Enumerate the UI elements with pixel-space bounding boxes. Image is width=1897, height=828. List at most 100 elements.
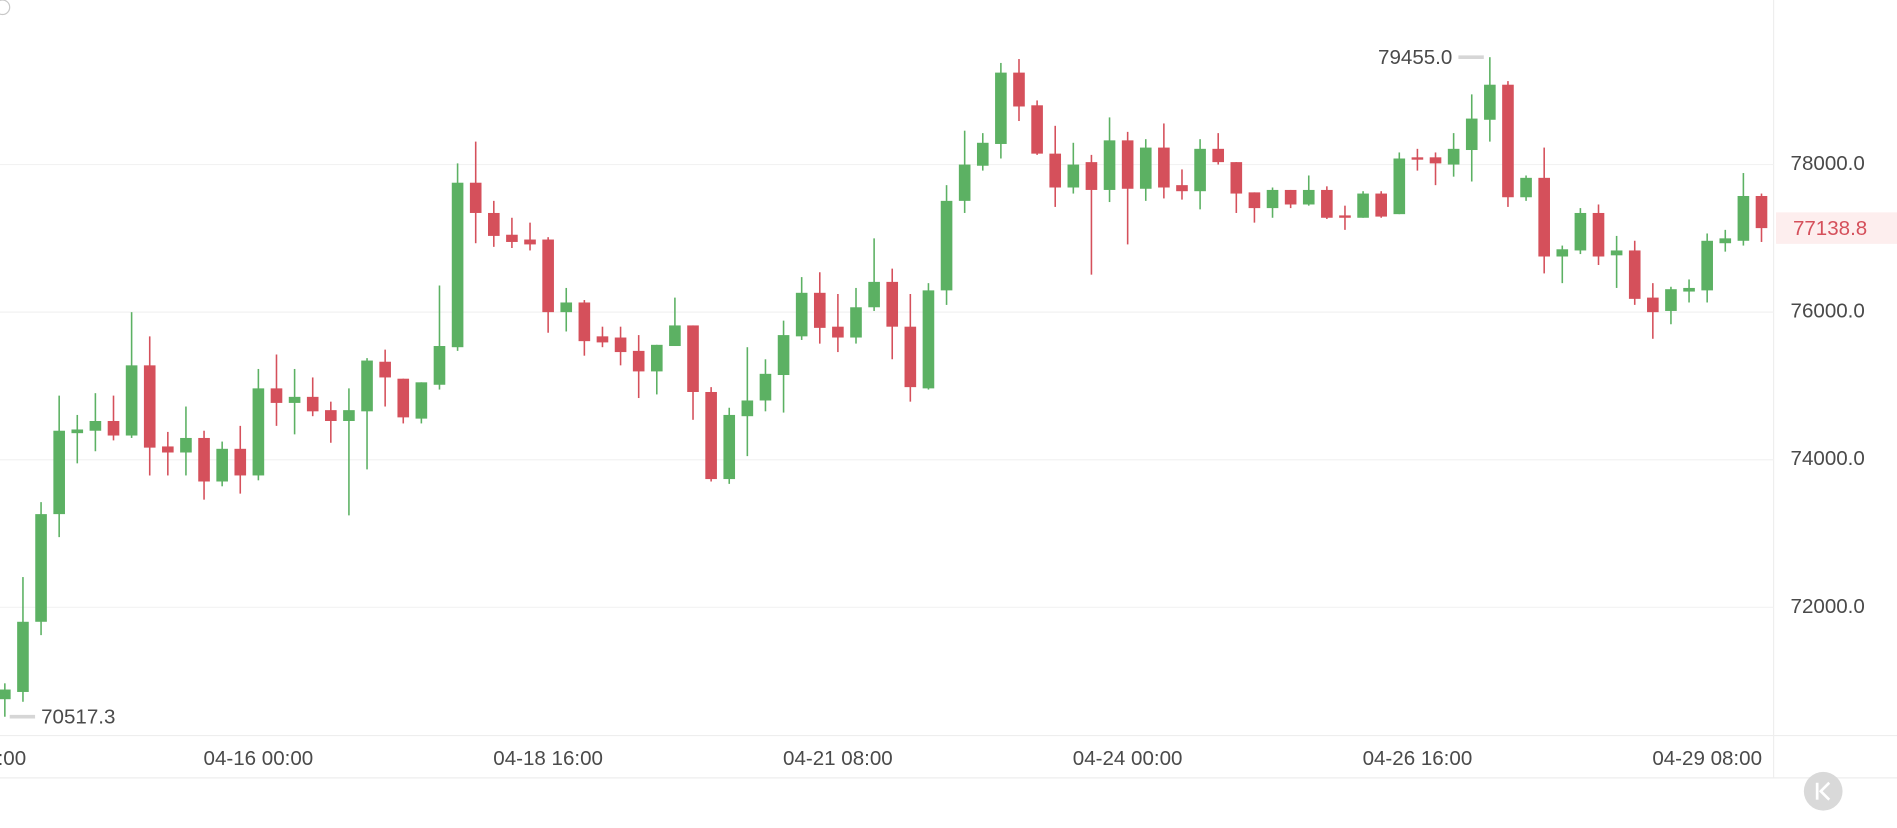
candle-body — [886, 281, 899, 327]
candle-body — [1375, 193, 1387, 217]
candle-body — [469, 182, 482, 213]
candle-body — [813, 292, 826, 328]
candle-body — [71, 429, 84, 434]
candle-body — [777, 335, 790, 376]
candle-body — [922, 290, 935, 389]
candle-body — [180, 437, 192, 453]
candle-body — [1683, 287, 1695, 292]
candle-body — [723, 414, 736, 480]
candle-body — [1393, 158, 1406, 215]
button-icon — [1818, 781, 1831, 801]
x-tick-label: 04-21 08:00 — [783, 747, 893, 770]
candle-body — [596, 336, 609, 343]
candle-body — [1212, 148, 1225, 163]
candle-body — [1067, 164, 1080, 188]
y-tick-label: 74000.0 — [1791, 447, 1865, 470]
candle-body — [632, 350, 645, 372]
candle-body — [1031, 105, 1043, 154]
candle-body — [1592, 212, 1605, 257]
candle-body — [0, 689, 11, 700]
candle-body — [306, 396, 319, 412]
candle-body — [832, 326, 844, 338]
candle-body — [1520, 177, 1532, 198]
candle-body — [1502, 84, 1514, 198]
button-bg[interactable] — [1803, 771, 1843, 811]
candle-body — [198, 437, 210, 482]
candle-body — [1176, 185, 1188, 192]
candle-body — [1647, 297, 1659, 313]
candle-body — [1628, 250, 1641, 299]
candle-body — [270, 388, 283, 403]
x-tick-label: 04-18 16:00 — [493, 747, 603, 770]
candle-body — [252, 388, 265, 476]
candle-body — [976, 142, 989, 166]
candle-body — [1484, 84, 1496, 120]
candle-body — [17, 621, 29, 692]
candle-body — [940, 200, 953, 291]
candle-body — [560, 302, 573, 313]
candle-body — [1574, 212, 1587, 251]
candle-body — [397, 378, 410, 418]
candle-body — [759, 373, 772, 401]
x-tick-label: 04-16 00:00 — [204, 747, 314, 770]
candle-body — [614, 337, 627, 353]
candle-body — [1230, 162, 1243, 194]
candle-body — [1321, 189, 1333, 218]
candle-body — [1339, 215, 1351, 218]
y-tick-label: 76000.0 — [1791, 300, 1865, 323]
candle-body — [578, 302, 591, 342]
candle-body — [795, 292, 808, 337]
candle-body — [1411, 157, 1424, 160]
candle-body — [1610, 250, 1623, 256]
candle-body — [506, 234, 518, 242]
candle-body — [1737, 195, 1750, 241]
candle-body — [1103, 140, 1116, 190]
candle-body — [904, 326, 917, 388]
candle-body — [1013, 72, 1025, 107]
candle-body — [35, 514, 47, 622]
candle-body — [1085, 162, 1098, 190]
candle-body — [361, 360, 373, 412]
scroll-latest-button[interactable] — [1803, 771, 1843, 811]
candle-body — [143, 365, 156, 448]
candle-body — [1284, 189, 1297, 205]
x-tick-label: 04-24 00:00 — [1073, 747, 1183, 770]
candle-body — [1158, 147, 1170, 188]
min-label: 70517.3 — [41, 705, 115, 728]
status-icon — [0, 0, 11, 16]
candle-body — [1556, 249, 1569, 257]
candle-body — [669, 325, 681, 347]
candle-body — [288, 396, 301, 403]
candle-body — [379, 361, 391, 378]
candle-body — [125, 365, 138, 436]
candle-body — [524, 239, 536, 245]
candle-body — [1194, 148, 1206, 192]
candle-body — [650, 344, 663, 372]
candle-body — [1719, 238, 1732, 244]
candle-body — [415, 382, 428, 419]
candle-body — [1049, 153, 1062, 188]
candle-body — [850, 307, 862, 338]
x-tick-label: :00 — [0, 747, 26, 770]
candle-body — [995, 72, 1007, 144]
candle-body — [162, 446, 174, 453]
candle-body — [705, 391, 717, 480]
candle-body — [1266, 189, 1279, 209]
candle-body — [1139, 147, 1152, 189]
candle-body — [1248, 192, 1261, 209]
candle-body — [1447, 148, 1460, 165]
candle-body — [687, 325, 699, 392]
candle-body — [1121, 140, 1134, 189]
last-price-label: 77138.8 — [1793, 217, 1867, 240]
candle-body — [89, 420, 102, 431]
candle-body — [325, 410, 337, 421]
candle-body — [53, 430, 65, 515]
candle-body — [343, 410, 355, 421]
last-price-tag — [1776, 212, 1897, 244]
candle-body — [433, 346, 446, 385]
candle-body — [1701, 240, 1713, 291]
max-label: 79455.0 — [1378, 46, 1452, 69]
candle-body — [868, 281, 880, 308]
